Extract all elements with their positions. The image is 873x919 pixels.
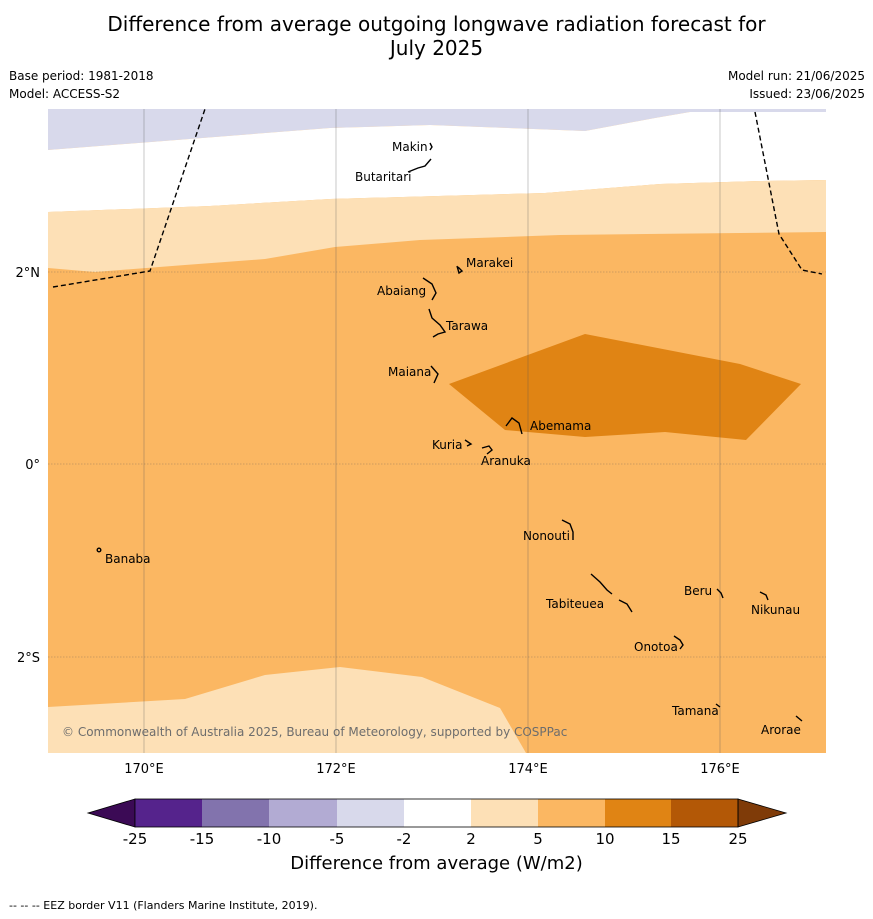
eez-border: [52, 109, 823, 288]
fill-region-2-5-north: [48, 180, 826, 272]
model-run: Model run: 21/06/2025: [727, 69, 865, 83]
lon-label-170: 170°E: [124, 762, 164, 777]
label-beru: Beru: [684, 584, 712, 598]
lon-label-176: 176°E: [700, 762, 740, 777]
island-beru-outline: [716, 588, 724, 599]
colorbar-outline: [134, 798, 739, 828]
colorbar-bin: [605, 799, 671, 827]
colorbar-tick: 25: [728, 830, 747, 848]
fill-region-10-15: [449, 334, 801, 440]
island-banaba-outline: [96, 547, 102, 553]
colorbar-ticks: -25 -15 -10 -5 -2 2 5 10 15 25: [123, 830, 748, 848]
colorbar-bin: [671, 799, 738, 827]
fill-region-neg5-neg2: [48, 109, 826, 150]
lon-label-174: 174°E: [508, 762, 548, 777]
footer-eez-note: -- -- -- EEZ border V11 (Flanders Marine…: [9, 899, 318, 912]
label-butaritari: Butaritari: [355, 170, 412, 184]
colorbar-tick: -10: [257, 830, 282, 848]
colorbar-tick: 5: [533, 830, 543, 848]
label-arorae: Arorae: [761, 723, 801, 737]
lon-label-172: 172°E: [316, 762, 356, 777]
colorbar-bin: [135, 799, 202, 827]
island-nonouti-outline: [561, 519, 574, 540]
label-maiana: Maiana: [388, 365, 431, 379]
lat-label-2n: 2°N: [16, 266, 41, 281]
island-aranuka-outline: [481, 445, 493, 455]
lat-lines: [48, 271, 826, 658]
lat-label-0: 0°: [25, 458, 40, 473]
island-tamana-outline: [715, 703, 721, 708]
label-tamana: Tamana: [671, 704, 719, 718]
colorbar-tick: -25: [123, 830, 148, 848]
colorbar-bin: [269, 799, 337, 827]
label-banaba: Banaba: [105, 552, 151, 566]
label-nonouti: Nonouti: [523, 529, 570, 543]
island-nikunau-outline: [759, 591, 769, 601]
label-tarawa: Tarawa: [445, 319, 488, 333]
island-arorae-outline: [795, 715, 803, 722]
island-makin-outline: [429, 142, 433, 151]
island-labels: Makin Butaritari Marakei Abaiang Tarawa …: [105, 140, 801, 737]
island-onotoa-outline: [673, 635, 684, 650]
island-kuria-outline: [464, 439, 473, 447]
island-butaritari-outline: [407, 158, 432, 173]
colorbar-tick: -5: [330, 830, 345, 848]
island-marakei-outline: [456, 265, 464, 275]
colorbar-bin: [538, 799, 605, 827]
colorbar-tick: -15: [190, 830, 215, 848]
model-name: Model: ACCESS-S2: [9, 87, 121, 101]
colorbar-label: Difference from average (W/m2): [290, 853, 583, 874]
island-maiana-outline: [430, 365, 439, 384]
lon-axis: 170°E 172°E 174°E 176°E: [124, 762, 740, 777]
label-abaiang: Abaiang: [377, 284, 426, 298]
fill-region-neutral: [48, 112, 826, 212]
colorbar-tick: -2: [397, 830, 412, 848]
island-abaiang-outline: [422, 277, 437, 301]
island-abemama-outline: [505, 417, 523, 435]
colorbar: -25 -15 -10 -5 -2 2 5 10 15 25: [86, 798, 788, 848]
island-outlines: [96, 142, 803, 722]
colorbar-min-arrow: [86, 798, 136, 828]
issued-date: Issued: 23/06/2025: [749, 87, 865, 101]
label-tabiteuea: Tabiteuea: [545, 597, 604, 611]
colorbar-tick: 2: [466, 830, 476, 848]
label-abemama: Abemama: [530, 419, 591, 433]
colorbar-bin: [337, 799, 404, 827]
colorbar-bin: [404, 799, 471, 827]
map-area: Makin Butaritari Marakei Abaiang Tarawa …: [48, 109, 826, 753]
lat-label-2s: 2°S: [17, 651, 40, 666]
colorbar-tick: 10: [595, 830, 614, 848]
label-onotoa: Onotoa: [634, 640, 678, 654]
base-period: Base period: 1981-2018: [9, 69, 154, 83]
island-tarawa-outline: [428, 308, 447, 338]
label-marakei: Marakei: [466, 256, 513, 270]
island-tabiteuea-outline: [590, 573, 633, 613]
label-makin: Makin: [392, 140, 428, 154]
colorbar-tick: 15: [661, 830, 680, 848]
colorbar-max-arrow: [737, 798, 788, 828]
lat-axis: 2°N 0° 2°S: [16, 266, 41, 666]
fill-region-2-5-south: [48, 667, 526, 753]
meta-left: Base period: 1981-2018 Model: ACCESS-S2: [9, 67, 154, 103]
label-aranuka: Aranuka: [481, 454, 531, 468]
copyright-text: © Commonwealth of Australia 2025, Bureau…: [62, 725, 567, 739]
meta-right: Model run: 21/06/2025 Issued: 23/06/2025: [728, 67, 865, 103]
label-kuria: Kuria: [432, 438, 463, 452]
grid-lines: [143, 109, 721, 753]
label-nikunau: Nikunau: [751, 603, 800, 617]
map-title: Difference from average outgoing longwav…: [0, 12, 873, 60]
colorbar-bin: [202, 799, 269, 827]
colorbar-bin: [471, 799, 538, 827]
title-line-2: July 2025: [389, 36, 484, 60]
title-line-1: Difference from average outgoing longwav…: [107, 12, 766, 36]
